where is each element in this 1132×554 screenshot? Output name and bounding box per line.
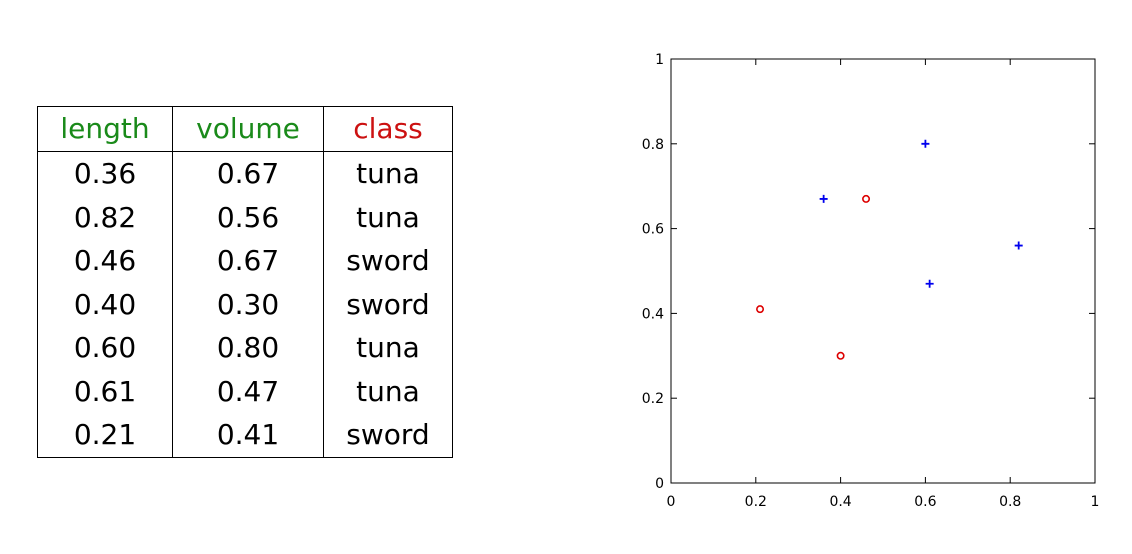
plus-point (1014, 241, 1023, 250)
cell-volume: 0.30 (172, 282, 324, 326)
cell-class: sword (323, 413, 453, 458)
plot-frame (670, 58, 1096, 484)
cell-class: sword (323, 239, 453, 283)
header-class: class (323, 106, 453, 152)
y-tick-label: 0.2 (642, 391, 664, 407)
x-tick-label: 0.8 (999, 494, 1021, 510)
plus-point (925, 279, 934, 288)
table-row: 0.36 0.67 tuna (37, 151, 453, 196)
y-tick-label: 1 (655, 52, 664, 68)
cell-volume: 0.56 (172, 195, 324, 239)
cell-class: tuna (323, 151, 453, 196)
circle-point (836, 351, 845, 360)
table-row: 0.46 0.67 sword (37, 239, 453, 283)
cell-length: 0.40 (37, 282, 173, 326)
data-table: length volume class 0.36 0.67 tuna 0.82 … (37, 106, 453, 458)
cell-length: 0.46 (37, 239, 173, 283)
plus-point (819, 194, 828, 203)
cell-class: tuna (323, 369, 453, 413)
x-tick-label: 0 (667, 494, 676, 510)
x-tick-label: 0.2 (745, 494, 767, 510)
x-tick-label: 0.4 (829, 494, 851, 510)
cell-class: tuna (323, 326, 453, 370)
header-length: length (37, 106, 173, 152)
y-tick-label: 0.6 (642, 222, 664, 238)
plus-point (921, 139, 930, 148)
y-tick-label: 0.8 (642, 137, 664, 153)
circle-point (756, 305, 765, 314)
cell-length: 0.61 (37, 369, 173, 413)
table-row: 0.61 0.47 tuna (37, 369, 453, 413)
cell-volume: 0.67 (172, 239, 324, 283)
cell-class: tuna (323, 195, 453, 239)
table-row: 0.21 0.41 sword (37, 413, 453, 458)
cell-volume: 0.41 (172, 413, 324, 458)
y-tick-label: 0 (655, 476, 664, 492)
cell-volume: 0.47 (172, 369, 324, 413)
cell-class: sword (323, 282, 453, 326)
x-tick-label: 0.6 (914, 494, 936, 510)
y-tick-label: 0.4 (642, 306, 664, 322)
cell-length: 0.60 (37, 326, 173, 370)
header-volume: volume (172, 106, 324, 152)
table-header-row: length volume class (37, 106, 453, 152)
cell-length: 0.36 (37, 151, 173, 196)
table-row: 0.60 0.80 tuna (37, 326, 453, 370)
table-row: 0.40 0.30 sword (37, 282, 453, 326)
table-row: 0.82 0.56 tuna (37, 195, 453, 239)
circle-point (862, 194, 871, 203)
cell-length: 0.82 (37, 195, 173, 239)
x-tick-label: 1 (1091, 494, 1100, 510)
cell-volume: 0.80 (172, 326, 324, 370)
